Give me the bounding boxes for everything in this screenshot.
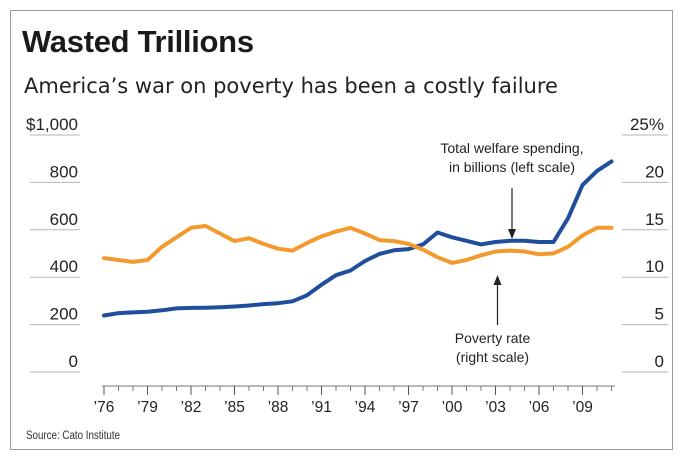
- annotations: Total welfare spending, in billions (left…: [440, 140, 583, 365]
- x-tick-label: ’85: [224, 399, 245, 416]
- left-tick-label: $1,000: [26, 115, 78, 134]
- poverty-arrow-head: [493, 275, 502, 285]
- right-axis: 0 5 10 15 20 25%: [622, 115, 668, 373]
- x-tick-label: ’82: [181, 399, 202, 416]
- series-lines: [102, 159, 614, 318]
- poverty-annotation-label: Poverty rate: [455, 330, 531, 346]
- left-tick-label: 800: [50, 162, 78, 181]
- left-tick-label: 400: [50, 257, 78, 276]
- welfare-annotation-label: in billions (left scale): [449, 159, 575, 175]
- x-tick-label: ’06: [529, 399, 550, 416]
- welfare-annotation-label: Total welfare spending,: [440, 140, 583, 156]
- source-note: Source: Cato Institute: [26, 430, 121, 442]
- x-tick-label: ’79: [137, 399, 158, 416]
- left-tick-label: 600: [50, 210, 78, 229]
- right-tick-label: 10: [645, 257, 664, 276]
- x-tick-label: ’97: [398, 399, 419, 416]
- right-tick-label: 20: [645, 162, 664, 181]
- welfare-arrow-head: [508, 229, 516, 239]
- x-tick-label: ’03: [485, 399, 506, 416]
- x-tick-label: ’09: [572, 399, 593, 416]
- x-axis: ’76 ’79 ’82 ’85 ’88 ’91 ’94 ’97 ’00 ’03 ’06 ’09: [94, 385, 615, 416]
- poverty-annotation-label: (right scale): [456, 349, 529, 365]
- left-tick-label: 200: [50, 305, 78, 324]
- left-axis: 0 200 400 600 800 $1,000: [26, 115, 80, 373]
- right-tick-label: 5: [655, 305, 664, 324]
- x-tick-label: ’88: [268, 399, 289, 416]
- right-tick-label: 15: [645, 210, 664, 229]
- x-tick-label: ’94: [355, 399, 376, 416]
- x-tick-label: ’91: [311, 399, 332, 416]
- chart-subtitle: America’s war on poverty has been a cost…: [24, 74, 558, 98]
- chart-title: Wasted Trillions: [22, 24, 254, 59]
- welfare-spending-line: [102, 159, 614, 318]
- right-tick-label: 0: [655, 352, 664, 371]
- poverty-rate-line: [102, 223, 614, 265]
- right-tick-label: 25%: [630, 115, 664, 134]
- x-tick-label: ’00: [442, 399, 463, 416]
- x-tick-label: ’76: [94, 399, 115, 416]
- left-tick-label: 0: [69, 352, 78, 371]
